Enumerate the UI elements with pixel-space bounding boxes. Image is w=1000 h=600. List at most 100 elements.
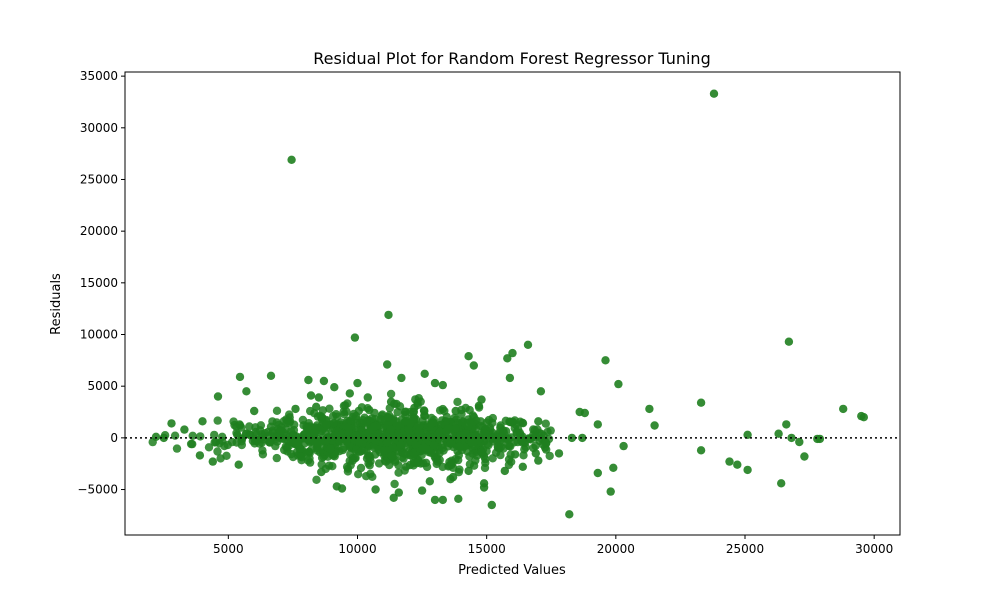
x-tick-label: 15000 — [468, 542, 506, 556]
scatter-point — [213, 392, 223, 401]
y-tick-label: −5000 — [77, 483, 118, 497]
cloud-point — [517, 437, 526, 446]
cloud-point — [438, 404, 447, 414]
x-axis-ticks: 5000 10000 15000 20000 25000 30000 — [213, 535, 893, 556]
scatter-point — [518, 462, 527, 471]
cloud-point — [358, 416, 367, 425]
scatter-point — [614, 379, 623, 389]
cloud-point — [435, 427, 444, 436]
y-tick-label: 35000 — [80, 69, 118, 83]
scatter-point — [353, 378, 362, 388]
scatter-point — [469, 361, 478, 370]
cloud-point — [545, 451, 554, 461]
cloud-point — [419, 406, 429, 415]
scatter-point — [619, 441, 628, 451]
cloud-point — [394, 431, 403, 441]
scatter-point — [420, 369, 429, 378]
cloud-point — [355, 437, 364, 446]
cloud-point — [409, 414, 418, 423]
cloud-point — [496, 450, 505, 460]
cloud-point — [387, 451, 396, 461]
cloud-point — [323, 433, 332, 442]
cloud-point — [394, 461, 403, 470]
scatter-point — [446, 475, 455, 484]
y-axis-label: Residuals — [49, 273, 64, 335]
scatter-point — [384, 310, 393, 320]
x-tick-label: 20000 — [597, 542, 635, 556]
scatter-point — [800, 452, 809, 461]
scatter-point — [451, 406, 460, 416]
cloud-point — [369, 422, 379, 431]
scatter-point — [208, 457, 217, 466]
cloud-point — [196, 432, 205, 441]
point-cloud — [148, 389, 555, 489]
x-tick-label: 5000 — [213, 542, 244, 556]
cloud-point — [317, 460, 326, 469]
cloud-point — [310, 428, 319, 438]
cloud-point — [204, 443, 214, 452]
cloud-point — [306, 406, 315, 416]
cloud-point — [386, 389, 396, 399]
cloud-point — [371, 436, 380, 445]
scatter-point — [593, 420, 602, 429]
x-tick-label: 10000 — [338, 542, 376, 556]
scatter-point — [503, 354, 512, 363]
cloud-point — [338, 445, 348, 455]
cloud-point — [519, 451, 528, 460]
cloud-point — [463, 422, 473, 431]
cloud-point — [277, 426, 286, 435]
scatter-point — [430, 378, 440, 388]
cloud-point — [390, 479, 399, 489]
cloud-point — [504, 460, 514, 470]
cloud-point — [383, 438, 392, 447]
cloud-point — [296, 452, 306, 461]
cloud-point — [250, 439, 259, 448]
cloud-point — [402, 462, 411, 471]
x-tick-label: 30000 — [855, 542, 893, 556]
cloud-point — [344, 423, 353, 432]
scatter-point — [839, 404, 848, 414]
scatter-point — [195, 451, 205, 460]
cloud-point — [305, 454, 314, 463]
cloud-point — [418, 416, 427, 425]
cloud-point — [285, 418, 294, 428]
scatter-point — [534, 417, 543, 426]
y-tick-label: 10000 — [80, 328, 118, 342]
cloud-point — [479, 451, 489, 461]
scatter-point — [464, 352, 473, 361]
scatter-point — [235, 372, 245, 382]
cloud-point — [386, 425, 395, 434]
cloud-point — [395, 402, 405, 411]
cloud-point — [313, 439, 322, 448]
cloud-point — [322, 420, 331, 429]
scatter-point — [430, 495, 440, 505]
scatter-point — [593, 468, 602, 478]
cloud-point — [518, 418, 527, 427]
scatter-point — [505, 373, 515, 383]
scatter-point — [554, 449, 564, 458]
cloud-point — [357, 446, 366, 456]
scatter-point — [266, 371, 276, 380]
scatter-point — [386, 397, 396, 406]
scatter-point — [733, 460, 742, 469]
cloud-point — [370, 443, 379, 452]
cloud-point — [484, 415, 494, 425]
scatter-point — [397, 373, 406, 383]
cloud-point — [328, 462, 337, 471]
scatter-point — [198, 417, 207, 426]
cloud-point — [303, 423, 312, 432]
scatter-point — [536, 387, 546, 396]
cloud-point — [313, 412, 323, 421]
cloud-point — [348, 456, 357, 465]
cloud-point — [341, 401, 350, 410]
scatter-point — [438, 495, 447, 505]
scatter-point — [859, 413, 868, 422]
scatter-point — [312, 402, 321, 411]
scatter-point — [330, 383, 339, 392]
scatter-point — [410, 403, 419, 413]
cloud-point — [335, 436, 344, 446]
cloud-point — [510, 416, 519, 425]
scatter-point — [234, 460, 243, 469]
scatter-point — [725, 457, 734, 466]
cloud-point — [329, 431, 339, 441]
